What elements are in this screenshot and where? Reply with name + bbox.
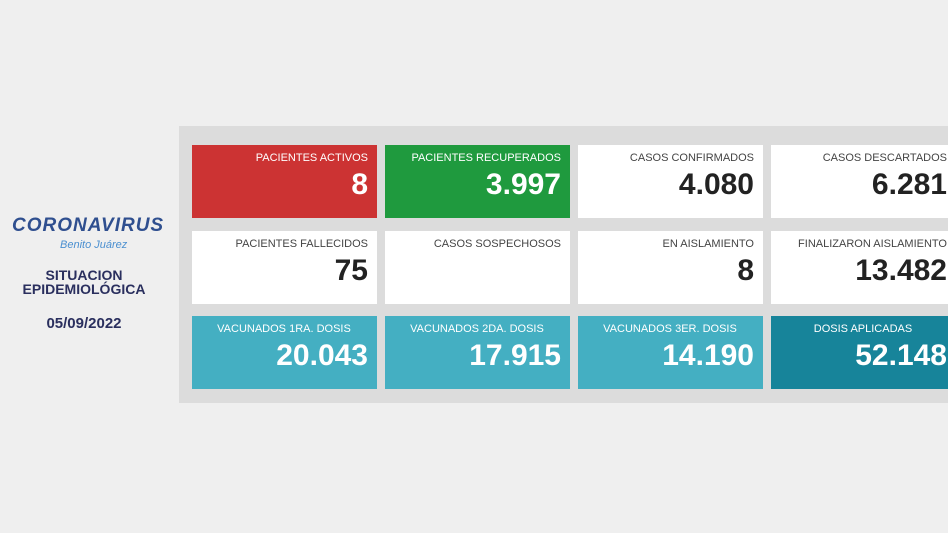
card-value: 20.043	[276, 339, 368, 372]
page-title-line-1: SITUACION	[45, 267, 123, 283]
stats-board: PACIENTES ACTIVOS 8 PACIENTES RECUPERADO…	[179, 126, 948, 403]
card-value: 8	[737, 254, 754, 287]
card-label: VACUNADOS 3ER. DOSIS	[603, 323, 737, 335]
left-panel: CORONAVIRUS Benito Juárez SITUACION EPID…	[0, 205, 172, 332]
card-vacunados-2da-dosis: VACUNADOS 2DA. DOSIS 17.915	[385, 316, 570, 389]
card-label: PACIENTES RECUPERADOS	[411, 152, 561, 164]
card-value: 52.148	[855, 339, 947, 372]
card-value: 14.190	[662, 339, 754, 372]
card-label: VACUNADOS 1RA. DOSIS	[217, 323, 351, 335]
card-value: 3.997	[485, 168, 561, 201]
card-label: CASOS DESCARTADOS	[822, 152, 947, 164]
card-dosis-aplicadas: DOSIS APLICADAS 52.148	[771, 316, 948, 389]
card-vacunados-3er-dosis: VACUNADOS 3ER. DOSIS 14.190	[578, 316, 763, 389]
card-pacientes-recuperados: PACIENTES RECUPERADOS 3.997	[385, 145, 570, 218]
card-label: CASOS CONFIRMADOS	[629, 152, 754, 164]
card-label: PACIENTES ACTIVOS	[255, 152, 368, 164]
card-label: CASOS SOSPECHOSOS	[433, 238, 561, 250]
card-casos-sospechosos: CASOS SOSPECHOSOS	[385, 231, 570, 304]
card-vacunados-1ra-dosis: VACUNADOS 1RA. DOSIS 20.043	[192, 316, 377, 389]
page-title: SITUACION EPIDEMIOLÓGICA	[0, 268, 168, 296]
logo-title: CORONAVIRUS	[12, 215, 165, 236]
card-label: PACIENTES FALLECIDOS	[235, 238, 368, 250]
card-label: VACUNADOS 2DA. DOSIS	[410, 323, 544, 335]
card-casos-confirmados: CASOS CONFIRMADOS 4.080	[578, 145, 763, 218]
card-label: EN AISLAMIENTO	[662, 238, 755, 250]
card-label: DOSIS APLICADAS	[813, 323, 913, 335]
card-value: 4.080	[678, 168, 754, 201]
card-pacientes-activos: PACIENTES ACTIVOS 8	[192, 145, 377, 218]
card-value: 75	[334, 254, 368, 287]
logo-subtitle: Benito Juárez	[60, 239, 128, 251]
card-pacientes-fallecidos: PACIENTES FALLECIDOS 75	[192, 231, 377, 304]
card-finalizaron-aislamiento: FINALIZARON AISLAMIENTO 13.482	[771, 231, 948, 304]
report-date: 05/09/2022	[46, 315, 122, 332]
card-value: 8	[351, 168, 368, 201]
card-value: 6.281	[871, 168, 947, 201]
card-casos-descartados: CASOS DESCARTADOS 6.281	[771, 145, 948, 218]
coronavirus-logo: CORONAVIRUS Benito Juárez	[0, 205, 172, 253]
card-value: 17.915	[469, 339, 561, 372]
page-title-line-2: EPIDEMIOLÓGICA	[22, 281, 146, 297]
card-label: FINALIZARON AISLAMIENTO	[798, 238, 947, 250]
card-value: 13.482	[855, 254, 947, 287]
card-en-aislamiento: EN AISLAMIENTO 8	[578, 231, 763, 304]
